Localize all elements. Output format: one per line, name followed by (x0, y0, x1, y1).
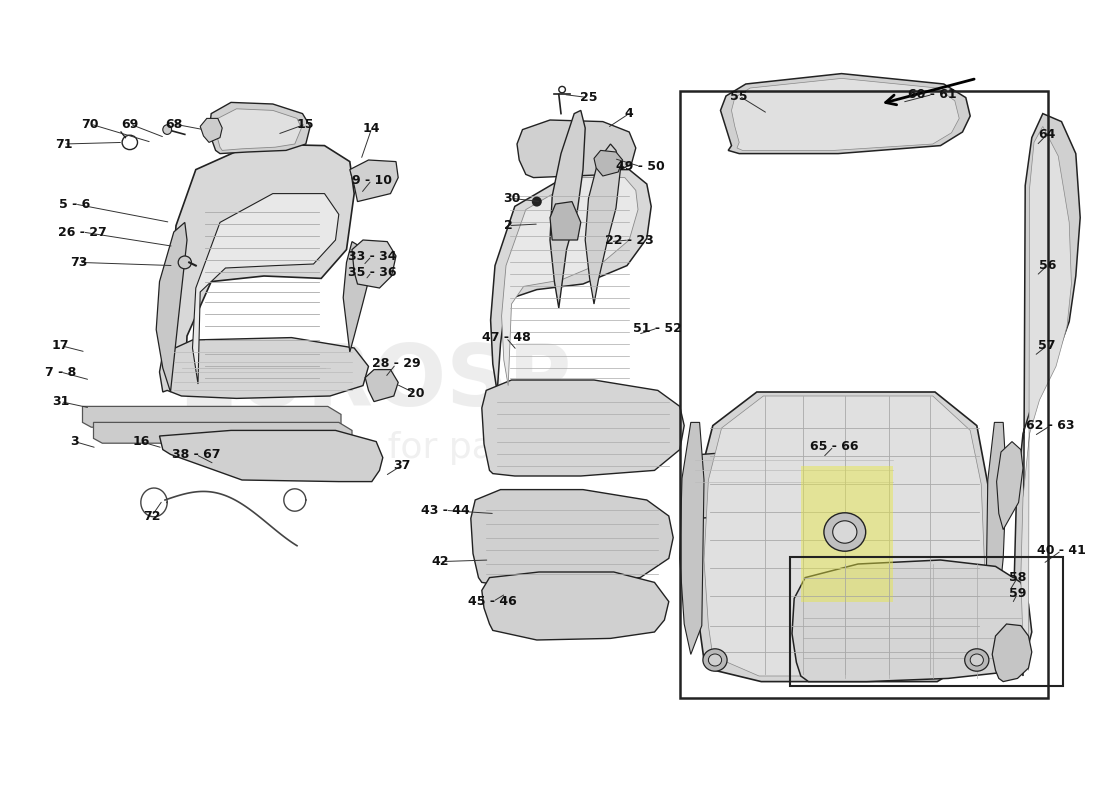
Polygon shape (352, 240, 396, 288)
Text: EUROSP__: EUROSP__ (178, 342, 658, 426)
Polygon shape (585, 144, 620, 304)
Text: 62 - 63: 62 - 63 (1026, 419, 1075, 432)
Text: 17: 17 (52, 339, 69, 352)
Text: 37: 37 (393, 459, 410, 472)
Text: 71: 71 (55, 138, 73, 150)
Text: 64: 64 (1038, 128, 1056, 141)
Text: 31: 31 (52, 395, 69, 408)
Ellipse shape (833, 521, 857, 543)
Polygon shape (732, 78, 959, 150)
Polygon shape (992, 624, 1032, 682)
Text: 5 - 6: 5 - 6 (59, 198, 90, 210)
Polygon shape (82, 406, 341, 427)
Ellipse shape (708, 654, 722, 666)
Polygon shape (471, 490, 673, 586)
Text: a passion for parts.com: a passion for parts.com (206, 431, 630, 465)
Ellipse shape (965, 649, 989, 671)
Text: 25: 25 (580, 91, 597, 104)
Text: 7 - 8: 7 - 8 (45, 366, 76, 378)
Text: 58: 58 (1009, 571, 1026, 584)
Polygon shape (792, 560, 1032, 682)
Polygon shape (550, 110, 585, 308)
Polygon shape (350, 160, 398, 202)
Text: 57: 57 (1038, 339, 1056, 352)
Text: 68: 68 (165, 118, 183, 130)
Polygon shape (720, 74, 970, 154)
Text: 49 - 50: 49 - 50 (616, 160, 664, 173)
Polygon shape (986, 422, 1006, 654)
Text: 14: 14 (363, 122, 381, 134)
Text: 65 - 66: 65 - 66 (810, 440, 858, 453)
Text: 35 - 36: 35 - 36 (348, 266, 396, 278)
Text: 72: 72 (143, 510, 161, 522)
Polygon shape (156, 222, 187, 392)
Polygon shape (502, 178, 638, 386)
Text: 42: 42 (431, 555, 449, 568)
Polygon shape (482, 572, 669, 640)
Polygon shape (517, 120, 636, 178)
Polygon shape (1021, 126, 1071, 670)
Polygon shape (801, 466, 893, 602)
Text: 60 - 61: 60 - 61 (909, 88, 957, 101)
Text: 9 - 10: 9 - 10 (352, 174, 392, 186)
Text: 55: 55 (730, 90, 748, 102)
Text: 59: 59 (1009, 587, 1026, 600)
Text: 26 - 27: 26 - 27 (58, 226, 107, 238)
Text: 38 - 67: 38 - 67 (172, 448, 220, 461)
Polygon shape (160, 338, 368, 398)
Polygon shape (997, 442, 1023, 530)
Polygon shape (343, 242, 372, 352)
Polygon shape (482, 380, 684, 476)
Polygon shape (160, 430, 383, 482)
Ellipse shape (824, 513, 866, 551)
Text: 45 - 46: 45 - 46 (469, 595, 517, 608)
Polygon shape (216, 109, 301, 150)
Text: 70: 70 (81, 118, 99, 130)
Polygon shape (680, 422, 704, 654)
Polygon shape (695, 392, 992, 682)
Polygon shape (192, 194, 339, 384)
Polygon shape (594, 150, 623, 176)
Text: 69: 69 (121, 118, 139, 130)
Polygon shape (170, 144, 354, 394)
Text: 33 - 34: 33 - 34 (348, 250, 396, 262)
Polygon shape (200, 118, 222, 142)
Polygon shape (704, 396, 984, 676)
Polygon shape (1014, 114, 1080, 676)
Polygon shape (94, 422, 352, 443)
Text: 4: 4 (625, 107, 634, 120)
Text: 73: 73 (70, 256, 88, 269)
Text: 20: 20 (407, 387, 425, 400)
Ellipse shape (178, 256, 191, 269)
Ellipse shape (970, 654, 983, 666)
Text: 2: 2 (504, 219, 513, 232)
Text: 16: 16 (132, 435, 150, 448)
Text: 56: 56 (1038, 259, 1056, 272)
Text: 40 - 41: 40 - 41 (1037, 544, 1086, 557)
Polygon shape (209, 102, 310, 154)
Ellipse shape (163, 125, 172, 134)
Text: 47 - 48: 47 - 48 (482, 331, 530, 344)
Polygon shape (365, 370, 398, 402)
Text: 30: 30 (503, 192, 520, 205)
Text: 28 - 29: 28 - 29 (372, 358, 420, 370)
Text: 51 - 52: 51 - 52 (634, 322, 682, 334)
Text: 3: 3 (70, 435, 79, 448)
Text: 22 - 23: 22 - 23 (605, 234, 653, 246)
Text: 15: 15 (297, 118, 315, 130)
Text: 43 - 44: 43 - 44 (421, 504, 470, 517)
Polygon shape (491, 170, 651, 392)
Polygon shape (684, 448, 904, 520)
Polygon shape (550, 202, 581, 240)
Circle shape (531, 197, 542, 206)
Ellipse shape (703, 649, 727, 671)
